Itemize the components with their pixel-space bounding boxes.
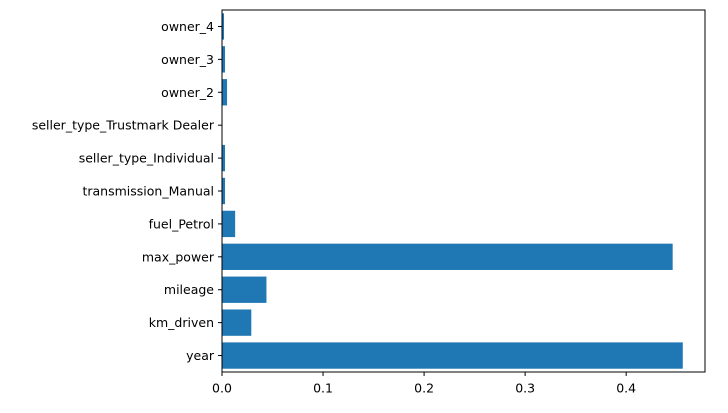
y-tick-label: owner_4 <box>161 19 214 34</box>
bar-max-power <box>222 243 673 270</box>
bar-transmission-manual <box>222 177 226 205</box>
y-tick-label: seller_type_Trustmark Dealer <box>32 118 215 133</box>
x-tick-label: 0.4 <box>616 381 636 396</box>
bar-fuel-petrol <box>222 210 236 238</box>
bar-km-driven <box>222 309 252 336</box>
plot-frame <box>221 9 706 373</box>
bar-mileage <box>222 276 267 303</box>
bar-owner-3 <box>222 46 226 73</box>
y-tick-label: max_power <box>142 249 215 264</box>
y-tick-label: owner_2 <box>161 85 214 100</box>
y-tick-label: mileage <box>164 282 214 297</box>
x-tick-label: 0.0 <box>212 381 232 396</box>
y-tick-label: year <box>186 348 215 363</box>
x-tick-label: 0.2 <box>414 381 434 396</box>
bars-layer <box>222 13 683 369</box>
y-tick-label: seller_type_Individual <box>79 151 214 166</box>
x-tick-label: 0.1 <box>313 381 333 396</box>
bar-seller-type-individual <box>222 144 226 172</box>
bar-owner-2 <box>222 79 228 106</box>
y-tick-label: transmission_Manual <box>82 184 214 199</box>
y-tick-label: owner_3 <box>161 52 214 67</box>
y-tick-label: fuel_Petrol <box>149 216 214 231</box>
y-tick-label: km_driven <box>149 315 214 330</box>
x-axis: 0.0 0.1 0.2 0.3 0.4 <box>212 372 636 396</box>
bar-year <box>222 342 683 369</box>
x-tick-label: 0.3 <box>515 381 535 396</box>
bar-owner-4 <box>222 13 225 40</box>
y-axis: year km_driven mileage max_power fuel_Petrol… <box>32 19 222 363</box>
